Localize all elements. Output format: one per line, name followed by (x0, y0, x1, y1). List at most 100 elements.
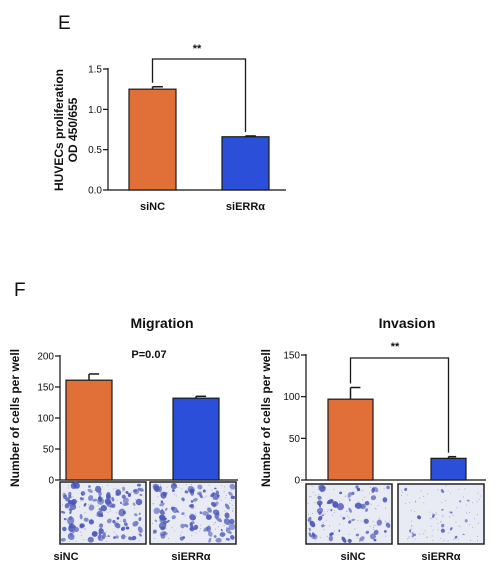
well-pore (181, 531, 183, 533)
well-cell (339, 491, 343, 495)
well-cell (112, 519, 116, 524)
well-pore (327, 510, 329, 512)
panel-letter-f: F (14, 280, 26, 301)
well-cell (171, 515, 176, 520)
well-cell (60, 537, 66, 542)
well-pore (214, 521, 216, 523)
well-cell (347, 492, 352, 498)
well-cell (137, 487, 144, 492)
well-pore (113, 531, 115, 533)
well-cell (154, 519, 158, 523)
well-pore (224, 497, 226, 499)
category-label-sierra: siERRα (421, 551, 460, 563)
bar-sinc (65, 379, 113, 481)
well-pore (344, 495, 346, 497)
well-cell (383, 530, 387, 533)
well-cell (229, 483, 236, 490)
well-cell (123, 522, 128, 526)
well-cell (214, 487, 217, 490)
well-pore (323, 529, 325, 531)
well-pore (378, 517, 380, 519)
well-pore (327, 509, 329, 511)
invasion-chart: 0 50 100 150 Number of cells per well Invasio… (259, 315, 486, 563)
well-cell (228, 491, 233, 496)
well-pore (83, 527, 85, 529)
well-pore (109, 509, 111, 511)
well-pore (184, 514, 186, 516)
well-pore (324, 525, 326, 527)
well-pore (231, 500, 233, 502)
well-cell (332, 501, 339, 508)
well-cell (80, 491, 86, 496)
well-pore (474, 518, 476, 520)
well-cell (223, 518, 231, 525)
y-tick-label: 50 (43, 445, 55, 456)
well-pore (470, 539, 472, 541)
well-pore (362, 540, 364, 542)
well-pore (166, 486, 168, 488)
significance-annotation: P=0.07 (131, 349, 166, 361)
well-pore (346, 515, 348, 517)
well-pore (225, 494, 227, 496)
well-cell (321, 524, 325, 528)
well-pore (426, 493, 428, 495)
well-pore (478, 522, 480, 524)
well-cell (170, 482, 178, 490)
well-pore (134, 507, 136, 509)
well-cell (363, 518, 369, 524)
well-cell (190, 500, 194, 503)
well-cell (160, 526, 166, 531)
well-pore (333, 509, 335, 511)
well-pore (362, 499, 364, 501)
well-cell (74, 527, 79, 533)
well-pore (430, 517, 432, 519)
well-pore (90, 503, 92, 505)
well-pore (402, 491, 404, 493)
well-pore (79, 506, 81, 508)
well-images (59, 481, 485, 545)
well-cell (98, 513, 104, 517)
well-pore (404, 503, 406, 505)
well-cell (160, 500, 164, 504)
well-cell (153, 507, 161, 515)
well-pore (408, 537, 410, 539)
well-cell (354, 502, 363, 509)
well-pore (419, 533, 421, 535)
well-pore (223, 524, 225, 526)
well-cell (114, 522, 121, 529)
well-pore (308, 527, 310, 529)
well-cell (106, 518, 112, 524)
well-pore (315, 539, 317, 541)
significance-bracket (349, 357, 450, 453)
chart-title: Invasion (379, 315, 436, 331)
well-pore (106, 484, 108, 486)
well-cell (122, 486, 126, 491)
well-pore (411, 524, 413, 526)
well-pore (204, 496, 206, 498)
well-pore (360, 490, 362, 492)
well-cell (317, 515, 323, 521)
well-cell (189, 514, 197, 521)
well-pore (414, 511, 416, 513)
well-cell (342, 516, 346, 520)
well-cell (376, 519, 383, 526)
well-cell (132, 520, 139, 527)
well-pore (153, 533, 155, 535)
y-tick-label: 150 (283, 351, 300, 362)
well-cell (125, 490, 129, 495)
well-cell (365, 530, 370, 534)
well-pore (415, 500, 417, 502)
well-cell (318, 503, 321, 508)
well-pore (384, 520, 386, 522)
well-pore (153, 537, 155, 539)
well-cell (116, 516, 120, 520)
well-cell (137, 483, 141, 487)
well-pore (383, 488, 385, 490)
well-cell (98, 496, 102, 500)
bar-sierra (221, 136, 270, 191)
well-pore (308, 496, 310, 498)
well-pore (447, 540, 449, 542)
well-cell (182, 536, 186, 539)
well-cell (63, 517, 67, 521)
well-pore (401, 494, 403, 496)
